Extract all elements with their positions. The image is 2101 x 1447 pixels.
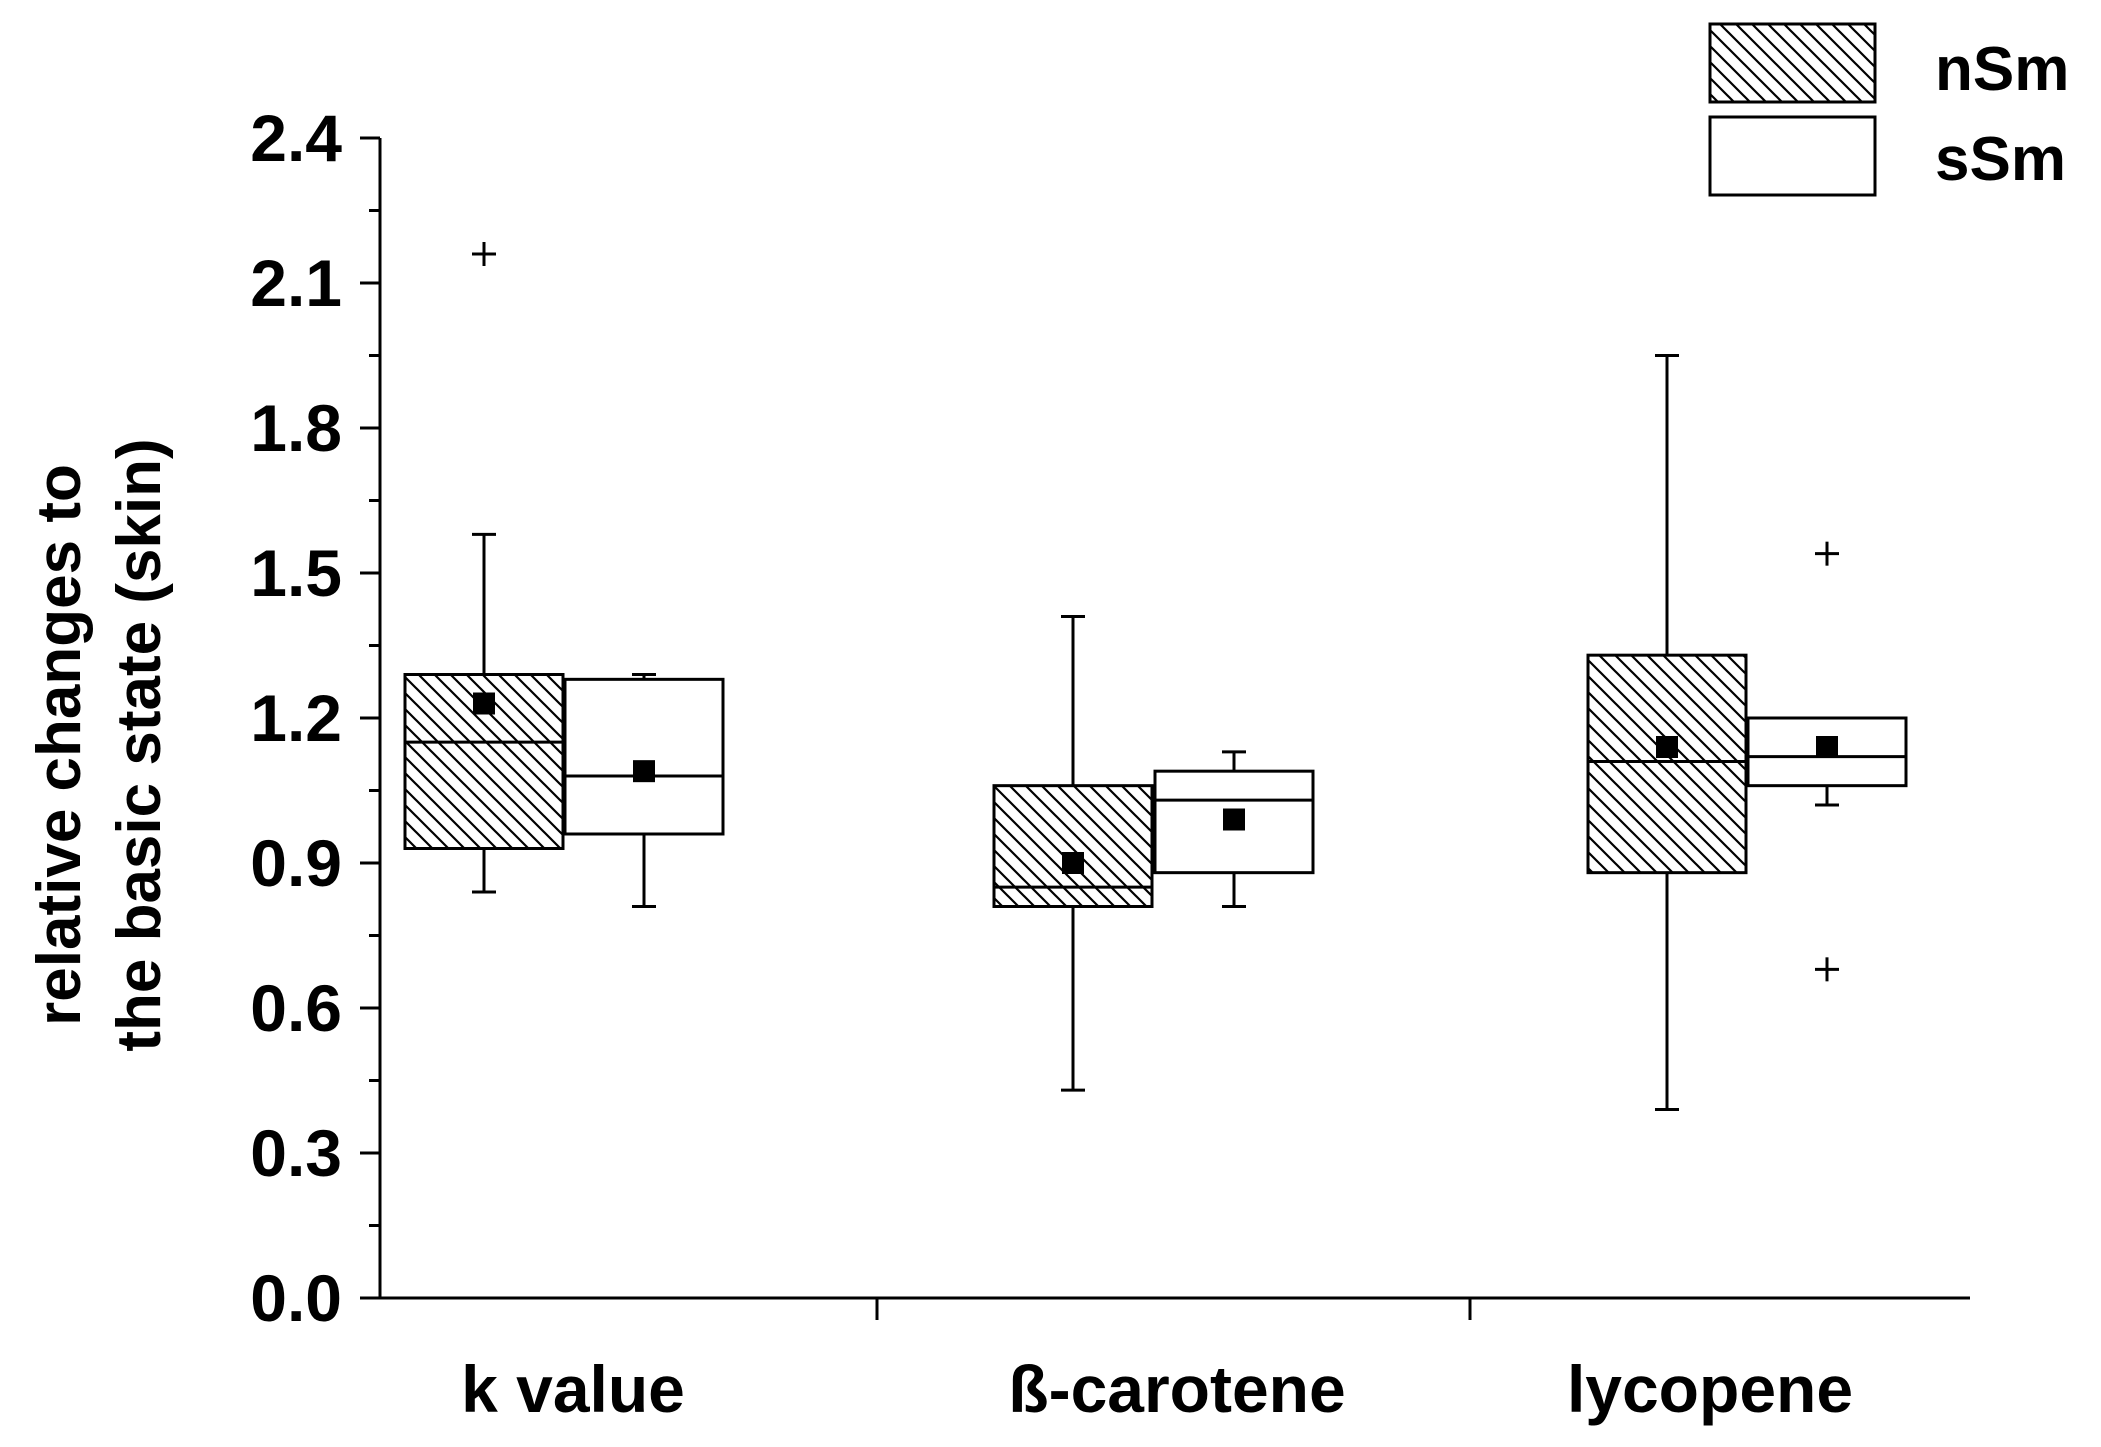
mean-marker — [473, 692, 495, 715]
mean-marker — [633, 760, 655, 783]
y-axis-title-line-2: the basic state (skin) — [105, 438, 174, 1051]
y-tick-label: 1.2 — [250, 681, 342, 755]
y-tick-label: 2.1 — [250, 246, 342, 320]
y-tick-label: 0.6 — [250, 971, 342, 1045]
x-axis-category-labels: k value ß-carotene lycopene — [461, 1352, 1853, 1426]
y-tick-label: 0.3 — [250, 1116, 342, 1190]
x-category-label: k value — [461, 1352, 685, 1426]
y-tick-label: 2.4 — [250, 101, 342, 175]
box-nsm-1 — [992, 615, 1154, 1092]
outlier-marker — [1815, 541, 1839, 566]
box-nsm-0 — [403, 242, 565, 894]
outlier-marker — [1815, 957, 1839, 982]
x-category-label: ß-carotene — [1008, 1352, 1345, 1426]
y-tick-label: 1.5 — [250, 536, 342, 610]
legend-swatch-ssm — [1708, 115, 1877, 197]
legend-label-ssm: sSm — [1935, 125, 2066, 194]
y-axis-title-line-1: relative changes to — [25, 464, 94, 1026]
box-groups — [403, 242, 1908, 1111]
mean-marker — [1656, 736, 1678, 758]
y-axis-ticks: 0.0 0.3 0.6 0.9 1.2 1.5 1.8 2.1 2.4 — [250, 101, 380, 1335]
legend-label-nsm: nSm — [1935, 35, 2069, 104]
legend-swatch-nsm — [1708, 22, 1877, 104]
box-body — [1586, 653, 1748, 875]
mean-marker — [1223, 808, 1245, 831]
x-category-label: lycopene — [1567, 1352, 1853, 1426]
legend: nSm sSm — [1708, 22, 2069, 197]
box-ssm-0 — [563, 673, 725, 908]
mean-marker — [1062, 852, 1084, 874]
outlier-marker — [472, 242, 496, 266]
y-tick-label: 0.9 — [250, 826, 342, 900]
mean-marker — [1816, 736, 1838, 758]
box-ssm-1 — [1153, 750, 1315, 908]
box-ssm-2 — [1746, 541, 1908, 982]
y-tick-label: 0.0 — [250, 1261, 342, 1335]
y-tick-label: 1.8 — [250, 391, 342, 465]
box-nsm-2 — [1586, 354, 1748, 1111]
box-body — [563, 677, 725, 836]
